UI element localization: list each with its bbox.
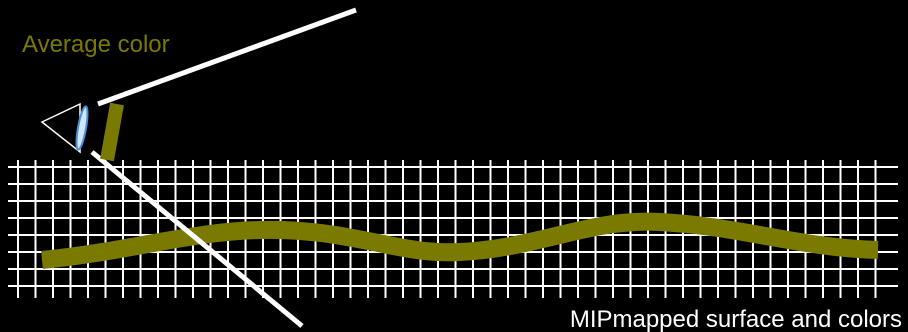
- page: Average color MIPmapped surface and colo…: [0, 0, 908, 332]
- average-color-label: Average color: [22, 31, 170, 58]
- average-color-swatch: [107, 104, 117, 160]
- surface-label: MIPmapped surface and colors: [570, 306, 902, 332]
- diagram: Average color MIPmapped surface and colo…: [0, 0, 908, 332]
